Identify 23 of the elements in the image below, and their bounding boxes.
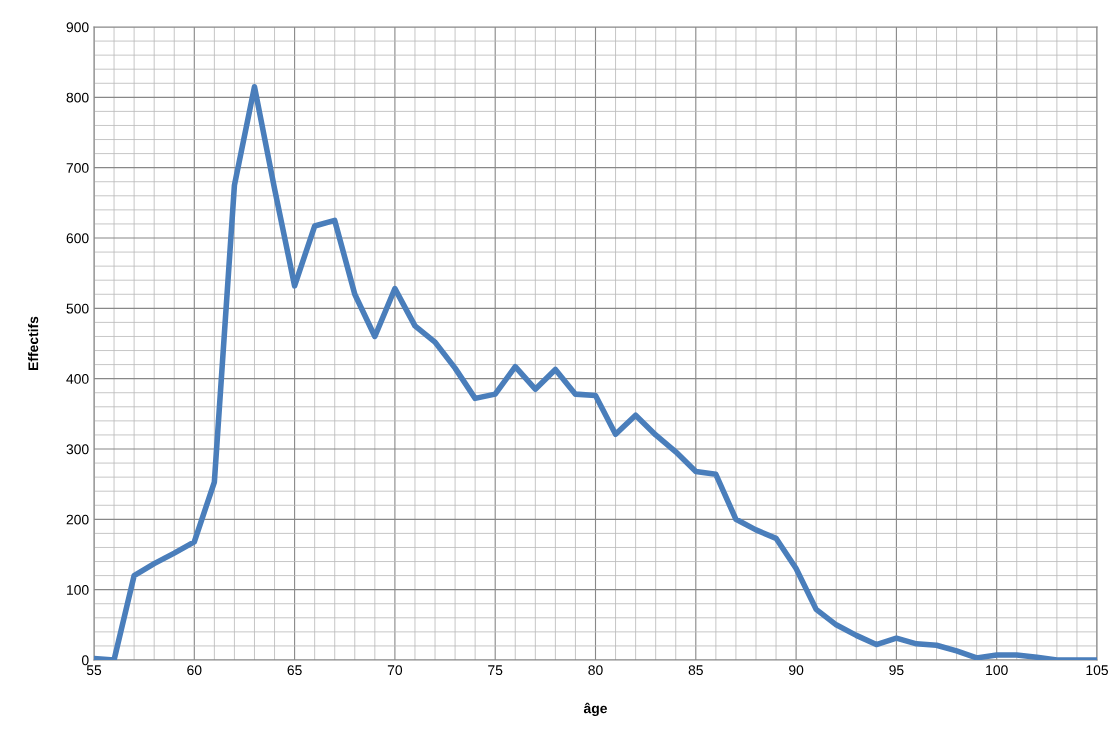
y-tick-label: 200 bbox=[66, 514, 89, 525]
x-tick-label: 85 bbox=[688, 665, 703, 676]
x-tick-label: 70 bbox=[387, 665, 403, 676]
y-tick-label: 800 bbox=[66, 92, 89, 103]
y-axis-title: Effectifs bbox=[28, 316, 39, 370]
x-tick-label: 80 bbox=[588, 665, 603, 676]
y-tick-label: 700 bbox=[66, 163, 89, 173]
y-tick-label: 0 bbox=[81, 655, 89, 666]
x-tick-label: 100 bbox=[986, 665, 1008, 676]
y-tick-label: 100 bbox=[67, 585, 89, 595]
y-tick-label: 900 bbox=[66, 22, 89, 33]
x-tick-label: 65 bbox=[287, 665, 302, 676]
x-tick-label: 60 bbox=[187, 665, 202, 676]
y-tick-label: 300 bbox=[66, 444, 89, 455]
x-tick-label: 90 bbox=[789, 665, 804, 676]
x-tick-label: 105 bbox=[1086, 665, 1109, 676]
x-tick-label: 95 bbox=[889, 665, 904, 676]
y-tick-label: 400 bbox=[66, 374, 89, 384]
x-tick-label: 75 bbox=[488, 665, 503, 676]
y-tick-label: 600 bbox=[66, 233, 89, 244]
x-tick-label: 55 bbox=[86, 665, 102, 676]
x-axis-title: âge bbox=[583, 702, 607, 717]
y-tick-label: 500 bbox=[66, 303, 89, 314]
